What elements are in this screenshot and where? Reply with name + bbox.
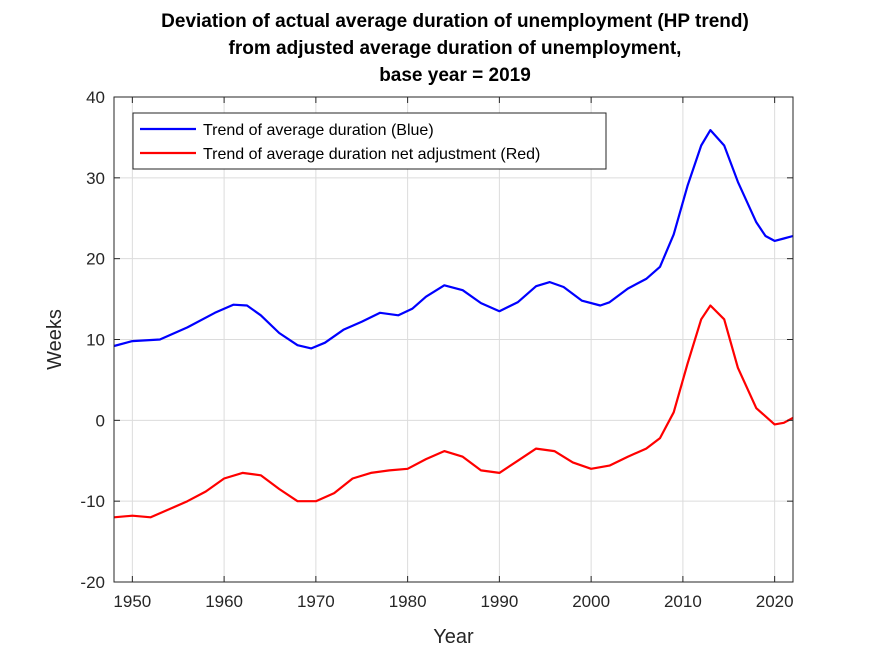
- y-tick-label: 20: [86, 250, 105, 269]
- grid-lines: [114, 96, 793, 583]
- y-tick-label: 0: [96, 411, 105, 430]
- legend-label-blue: Trend of average duration (Blue): [203, 122, 434, 139]
- series-group: [113, 129, 794, 519]
- chart-title-line-1: Deviation of actual average duration of …: [161, 11, 749, 32]
- series-line-blue: [113, 129, 794, 350]
- x-tick-label: 1990: [480, 592, 518, 611]
- x-tick-label: 2010: [664, 592, 702, 611]
- y-axis-label: Weeks: [44, 309, 66, 370]
- x-tick-label: 1970: [297, 592, 335, 611]
- x-axis-label: Year: [433, 626, 474, 648]
- x-tick-label: 1980: [389, 592, 427, 611]
- y-tick-label: -20: [80, 573, 105, 592]
- legend-box: [132, 112, 607, 170]
- y-tick-label: -10: [80, 492, 105, 511]
- x-tick-label: 2000: [572, 592, 610, 611]
- series-line-red: [113, 304, 794, 519]
- x-tick-label: 1950: [113, 592, 151, 611]
- chart-title-line-2: from adjusted average duration of unempl…: [228, 38, 682, 59]
- legend-label-red: Trend of average duration net adjustment…: [203, 146, 540, 163]
- x-tick-label: 1960: [205, 592, 243, 611]
- legend: Trend of average duration (Blue) Trend o…: [132, 112, 607, 170]
- y-tick-label: 30: [86, 169, 105, 188]
- chart-title: Deviation of actual average duration of …: [0, 8, 875, 89]
- chart-title-line-3: base year = 2019: [379, 65, 531, 86]
- tick-labels: 1950 1960 1970 1980 1990 2000 2010 2020 -20 -10 0 1…: [80, 88, 793, 611]
- y-tick-label: 10: [86, 331, 105, 350]
- x-tick-label: 2020: [756, 592, 794, 611]
- y-tick-label: 40: [86, 88, 105, 107]
- tick-marks: [114, 96, 793, 583]
